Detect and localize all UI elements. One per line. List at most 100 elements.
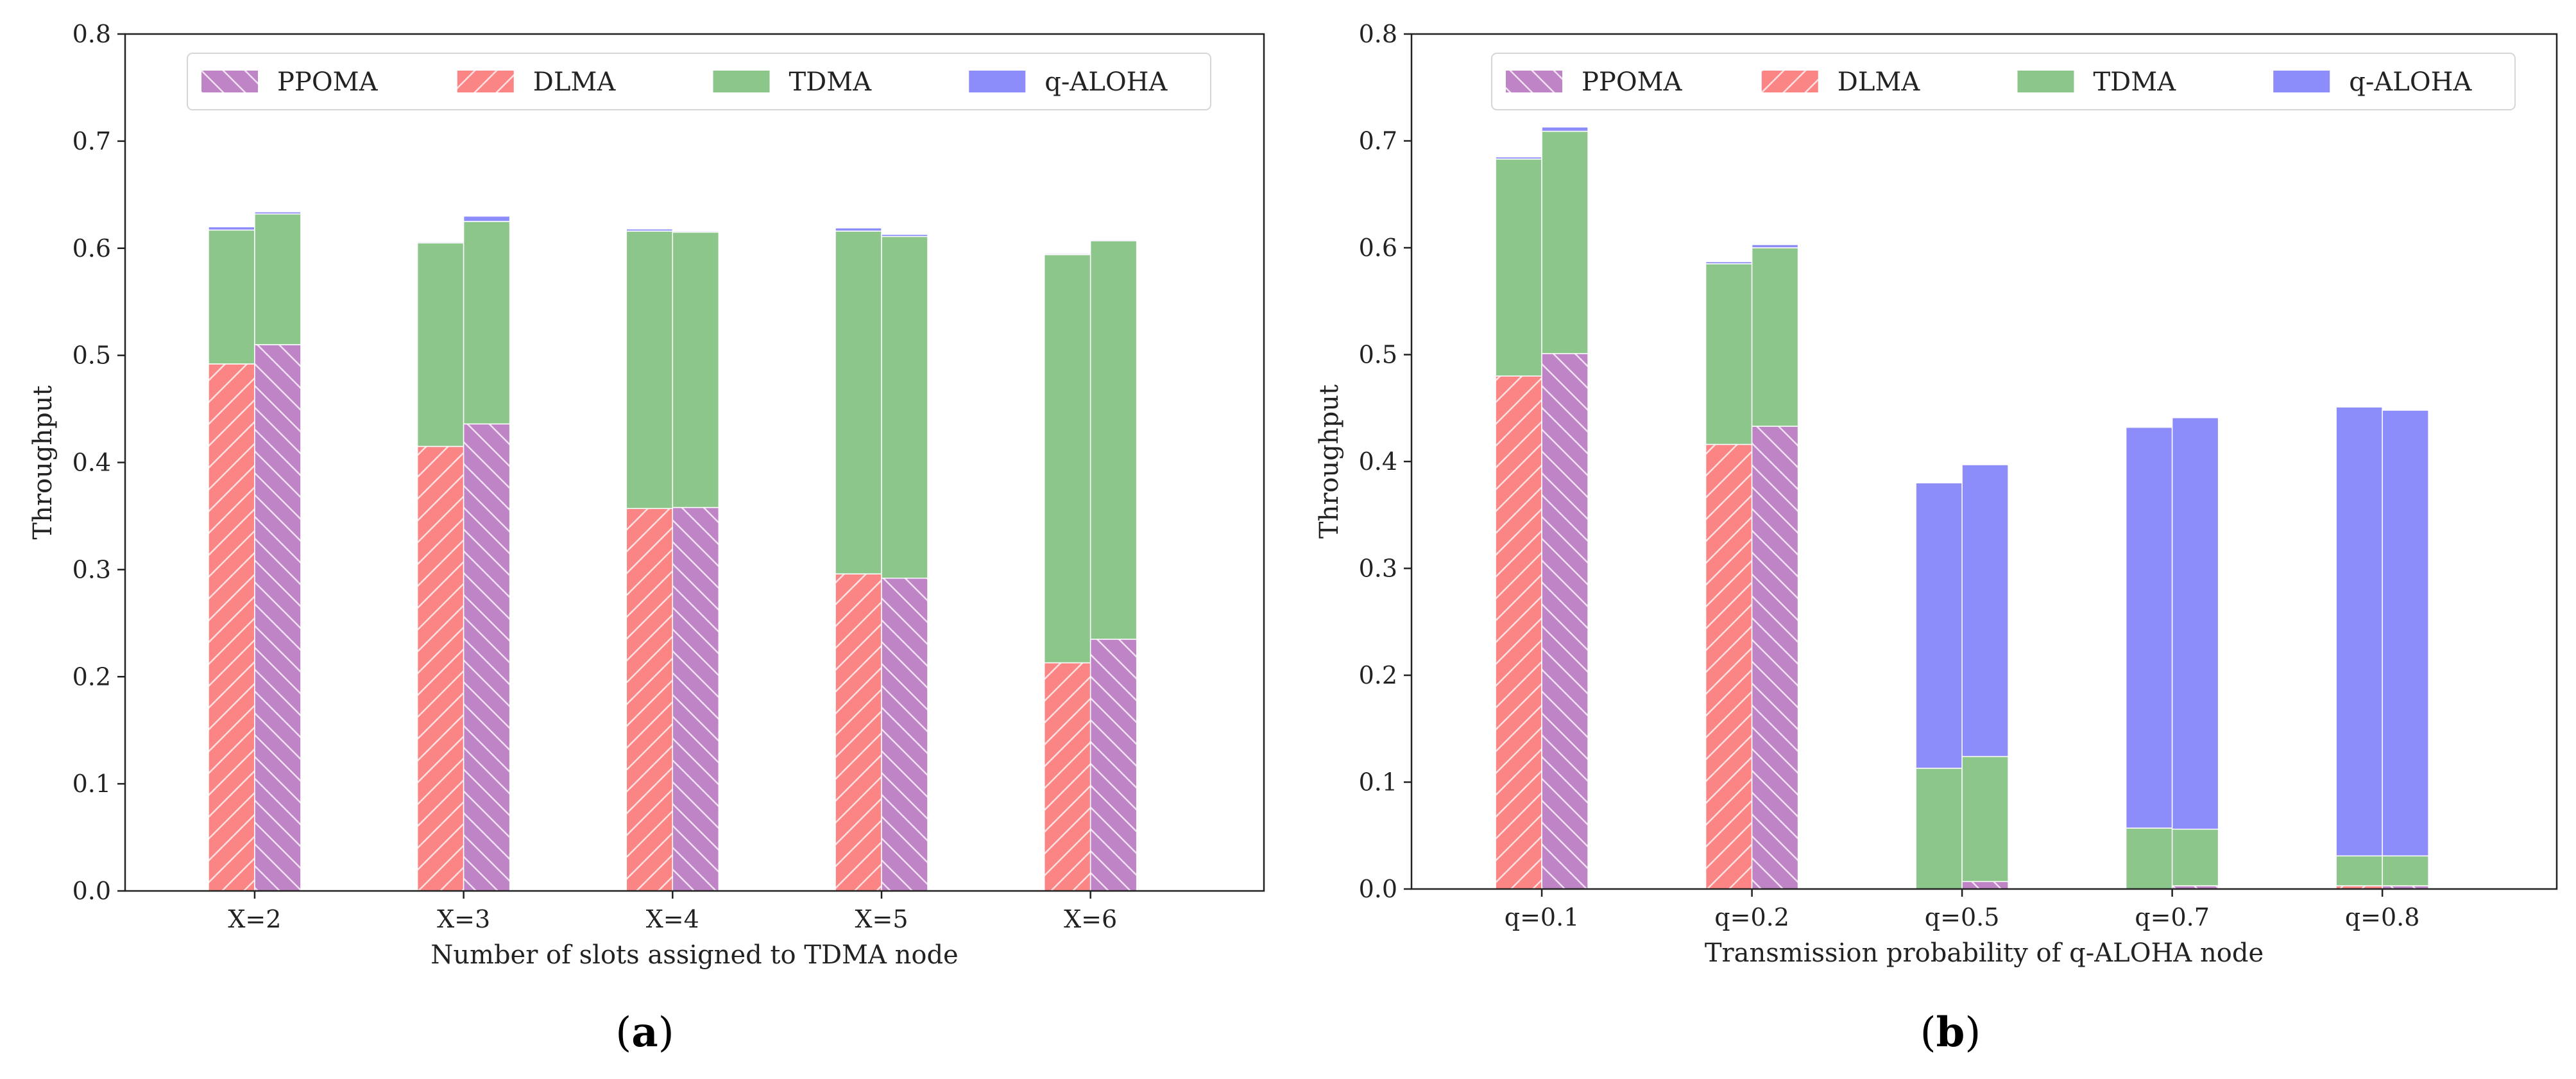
bar-x-2-dlma-q-aloha-segment [208, 226, 255, 231]
bar-x-3-dlma-q-aloha-segment [416, 241, 465, 244]
legend-label-ppoma: PPOMA [277, 67, 379, 97]
bar-x-6-dlma-tdma-segment [1043, 254, 1091, 664]
bar-q-0-8-ppoma-tdma-segment [2382, 855, 2429, 886]
bar-q-0-5-ppoma-ppoma-segment [1961, 881, 2009, 890]
bar-q-0-2-ppoma-tdma-segment [1751, 247, 1799, 427]
legend-label-q-aloha: q-ALOHA [2349, 67, 2472, 97]
legend-swatch-tdma [2017, 71, 2074, 92]
bar-q-0-5-ppoma-tdma-segment [1961, 755, 2009, 883]
y-tick-label: 0.2 [73, 662, 111, 691]
y-tick-label: 0.4 [1359, 447, 1397, 476]
bar-x-4-ppoma-q-aloha-segment [672, 230, 720, 233]
bar-x-5-ppoma-ppoma-segment [881, 577, 928, 892]
bar-x-2-dlma-dlma-segment [208, 363, 255, 892]
bar-x-5-dlma-dlma-segment [835, 573, 882, 892]
bar-q-0-2-dlma-q-aloha-segment [1705, 261, 1753, 264]
bar-x-6-dlma-dlma-segment [1043, 662, 1091, 892]
y-tick-label: 0.4 [73, 449, 111, 477]
y-tick-label: 0.0 [73, 877, 111, 905]
bar-x-6-ppoma-tdma-segment [1089, 240, 1138, 640]
bar-x-3-ppoma-tdma-segment [463, 221, 511, 425]
x-tick-label-q-0-2: q=0.2 [1714, 903, 1789, 931]
bar-x-2-dlma-tdma-segment [208, 229, 255, 365]
legend-label-dlma: DLMA [533, 67, 617, 97]
bar-q-0-8-ppoma-q-aloha-segment [2382, 410, 2429, 857]
y-tick-label: 0.1 [1359, 768, 1397, 797]
legend-swatch-ppoma [201, 71, 258, 92]
bar-q-0-7-dlma-q-aloha-segment [2125, 426, 2173, 829]
x-tick-label-x-3: X=3 [437, 905, 490, 933]
bar-q-0-5-dlma-tdma-segment [1915, 768, 1963, 890]
legend-frame [187, 53, 1211, 110]
bar-x-5-ppoma-tdma-segment [881, 236, 928, 579]
bar-x-6-ppoma-ppoma-segment [1089, 639, 1138, 892]
y-tick-label: 0.0 [1359, 875, 1397, 903]
bar-x-4-dlma-tdma-segment [626, 230, 674, 510]
legend: PPOMA DLMA TDMA q-ALOHA [187, 53, 1211, 110]
bar-x-5-dlma-tdma-segment [835, 230, 882, 574]
x-tick-label-x-4: X=4 [646, 905, 699, 933]
y-tick-label: 0.6 [1359, 234, 1397, 262]
bar-q-0-2-dlma-tdma-segment [1705, 263, 1753, 445]
legend-frame [1491, 53, 2516, 110]
legend-label-dlma: DLMA [1838, 67, 1921, 97]
bar-q-0-1-ppoma-ppoma-segment [1541, 353, 1589, 890]
chart-panel-a: 0.0 0.1 0.2 0.3 0.4 0.5 0.6 0.7 0.8 X=2 X=3 X=4 X=5 X… [28, 20, 1265, 1057]
bar-x-6-dlma-q-aloha-segment [1043, 253, 1091, 255]
legend-label-q-aloha: q-ALOHA [1045, 67, 1168, 97]
bar-x-2-ppoma-tdma-segment [254, 213, 302, 345]
plot-frame [124, 33, 1265, 892]
bar-x-3-ppoma-ppoma-segment [463, 423, 511, 892]
x-tick-label-q-0-8: q=0.8 [2345, 903, 2420, 931]
x-axis-label: Transmission probability of q-ALOHA node [1705, 938, 2264, 968]
x-tick-label-x-5: X=5 [855, 905, 908, 933]
bar-q-0-2-ppoma-ppoma-segment [1751, 426, 1799, 890]
x-tick-label-x-2: X=2 [228, 905, 281, 933]
legend-label-tdma: TDMA [2094, 67, 2177, 97]
bar-x-6-ppoma-q-aloha-segment [1089, 239, 1138, 241]
y-tick-label: 0.5 [73, 341, 111, 370]
legend-label-ppoma: PPOMA [1582, 67, 1683, 97]
y-tick-label: 0.2 [1359, 661, 1397, 689]
x-axis-label: Number of slots assigned to TDMA node [431, 940, 958, 970]
y-tick-label: 0.7 [73, 127, 111, 155]
plot-frame [1410, 33, 2558, 890]
y-tick-label: 0.1 [73, 770, 111, 798]
x-tick-label-q-0-1: q=0.1 [1505, 903, 1580, 931]
x-tick-label-q-0-5: q=0.5 [1925, 903, 2000, 931]
bar-x-4-ppoma-tdma-segment [672, 231, 720, 508]
legend-swatch-tdma [713, 71, 770, 92]
chart-panel-b: 0.0 0.1 0.2 0.3 0.4 0.5 0.6 0.7 0.8 q=0.1 q=0.2 q=0… [1315, 20, 2558, 1057]
panel-caption-b: (b) [1920, 1008, 1981, 1057]
bar-x-5-dlma-q-aloha-segment [835, 227, 882, 232]
bar-q-0-8-dlma-q-aloha-segment [2335, 406, 2383, 857]
bar-q-0-7-ppoma-q-aloha-segment [2171, 417, 2219, 830]
y-tick-label: 0.7 [1359, 127, 1397, 155]
x-tick-label-x-6: X=6 [1064, 905, 1117, 933]
bar-x-2-ppoma-q-aloha-segment [254, 211, 302, 215]
legend-swatch-q-aloha [969, 71, 1026, 92]
bar-q-0-7-dlma-tdma-segment [2125, 827, 2173, 890]
bar-x-4-ppoma-ppoma-segment [672, 506, 720, 892]
y-tick-label: 0.3 [1359, 555, 1397, 583]
bar-q-0-2-ppoma-q-aloha-segment [1751, 244, 1799, 248]
y-tick-label: 0.5 [1359, 341, 1397, 369]
bar-q-0-7-ppoma-tdma-segment [2171, 829, 2219, 886]
bar-q-0-5-ppoma-q-aloha-segment [1961, 464, 2009, 757]
bar-x-4-dlma-dlma-segment [626, 508, 674, 892]
bar-x-2-ppoma-ppoma-segment [254, 344, 302, 892]
y-axis-label: Throughput [1315, 384, 1344, 539]
bar-q-0-1-ppoma-q-aloha-segment [1541, 126, 1589, 132]
legend: PPOMA DLMA TDMA q-ALOHA [1491, 53, 2516, 110]
panel-caption-a: (a) [615, 1008, 674, 1057]
bar-q-0-5-dlma-q-aloha-segment [1915, 482, 1963, 769]
bar-q-0-8-dlma-tdma-segment [2335, 855, 2383, 886]
bar-x-4-dlma-q-aloha-segment [626, 228, 674, 232]
bar-x-5-ppoma-q-aloha-segment [881, 234, 928, 237]
legend-swatch-dlma [1761, 71, 1818, 92]
y-tick-label: 0.6 [73, 234, 111, 263]
y-axis-label: Throughput [28, 385, 58, 539]
bar-q-0-1-dlma-tdma-segment [1495, 159, 1542, 377]
y-tick-label: 0.8 [73, 20, 111, 48]
